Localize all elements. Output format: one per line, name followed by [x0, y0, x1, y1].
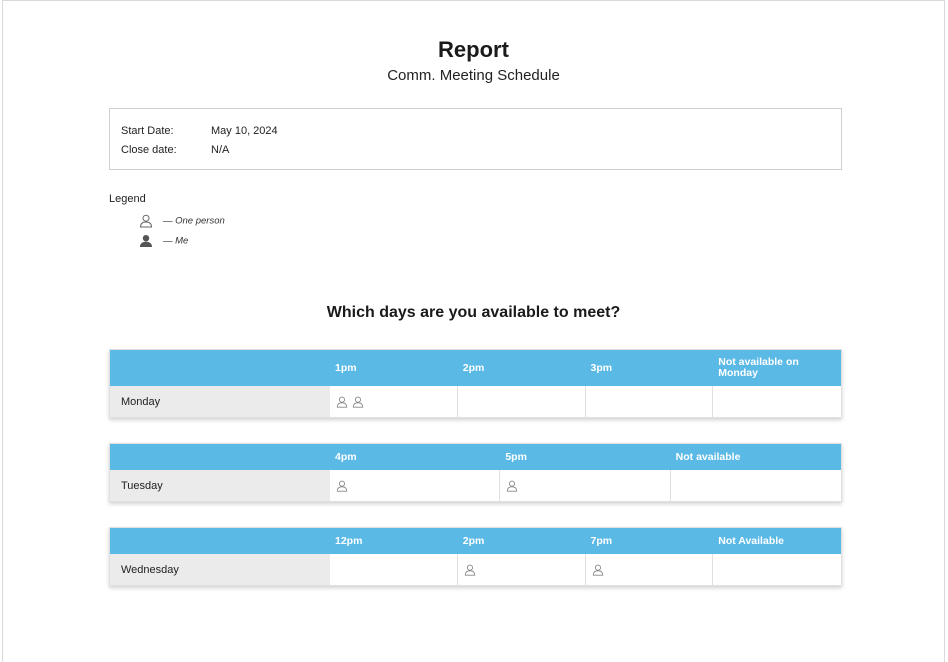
column-header: 12pm [335, 534, 363, 547]
legend-me-label: — Me [163, 235, 189, 247]
report-subtitle: Comm. Meeting Schedule [387, 67, 560, 84]
column-header: 3pm [590, 361, 613, 374]
day-label: Tuesday [110, 470, 330, 501]
day-label: Monday [110, 386, 330, 417]
availability-cell[interactable] [500, 470, 671, 501]
table-header-row: 4pm 5pm Not available [110, 444, 841, 470]
column-header: 5pm [505, 450, 527, 463]
column-header: Not Available [718, 534, 784, 547]
table-row: Tuesday [110, 470, 841, 501]
info-box: Start Date: May 10, 2024 Close date: N/A [109, 108, 842, 170]
column-header: 2pm [462, 361, 485, 374]
start-date-row: Start Date: May 10, 2024 [121, 125, 278, 137]
close-date-label: Close date: [121, 144, 177, 156]
start-date-label: Start Date: [121, 125, 174, 137]
person-outline-icon [592, 564, 604, 576]
availability-cell[interactable] [586, 386, 714, 417]
close-date-value: N/A [211, 144, 230, 156]
legend-one-person: — One person [139, 214, 225, 228]
column-header: 4pm [335, 450, 357, 463]
person-outline-icon [336, 396, 348, 408]
person-outline-icon [464, 564, 476, 576]
availability-cell[interactable] [458, 386, 586, 417]
person-outline-icon [506, 480, 518, 492]
legend-me: — Me [139, 234, 188, 248]
header-blank-cell [110, 350, 330, 386]
availability-cell[interactable] [330, 470, 501, 501]
column-header: Not available on Monday [718, 356, 799, 379]
availability-table-tuesday: 4pm 5pm Not available Tuesday [109, 443, 842, 502]
column-header: Not available [675, 450, 741, 463]
table-row: Wednesday [110, 554, 841, 585]
report-title: Report [438, 37, 509, 62]
close-date-row: Close date: N/A [121, 144, 229, 156]
availability-table-monday: 1pm 2pm 3pm Not available on Monday Monday [109, 349, 842, 418]
person-filled-icon [140, 235, 152, 247]
availability-cell[interactable] [458, 554, 586, 585]
column-header: 2pm [462, 534, 485, 547]
table-row: Monday [110, 386, 841, 417]
header-blank-cell [110, 444, 330, 470]
availability-cell[interactable] [713, 386, 841, 417]
legend-one-person-label: — One person [163, 215, 225, 227]
person-outline-icon [352, 396, 364, 408]
availability-cell[interactable] [586, 554, 714, 585]
legend-title: Legend [109, 193, 146, 205]
availability-cell[interactable] [330, 554, 458, 585]
availability-cell[interactable] [330, 386, 458, 417]
column-header: 1pm [335, 361, 357, 374]
availability-question: Which days are you available to meet? [326, 304, 621, 321]
table-header-row: 1pm 2pm 3pm Not available on Monday [110, 350, 841, 386]
person-outline-icon [336, 480, 348, 492]
person-outline-icon [139, 214, 153, 228]
table-header-row: 12pm 2pm 7pm Not Available [110, 528, 841, 554]
column-header: 7pm [590, 534, 613, 547]
availability-cell[interactable] [713, 554, 841, 585]
header-blank-cell [110, 528, 330, 554]
start-date-value: May 10, 2024 [211, 125, 278, 137]
availability-cell[interactable] [671, 470, 841, 501]
day-label: Wednesday [110, 554, 330, 585]
availability-table-wednesday: 12pm 2pm 7pm Not Available Wednesday [109, 527, 842, 586]
